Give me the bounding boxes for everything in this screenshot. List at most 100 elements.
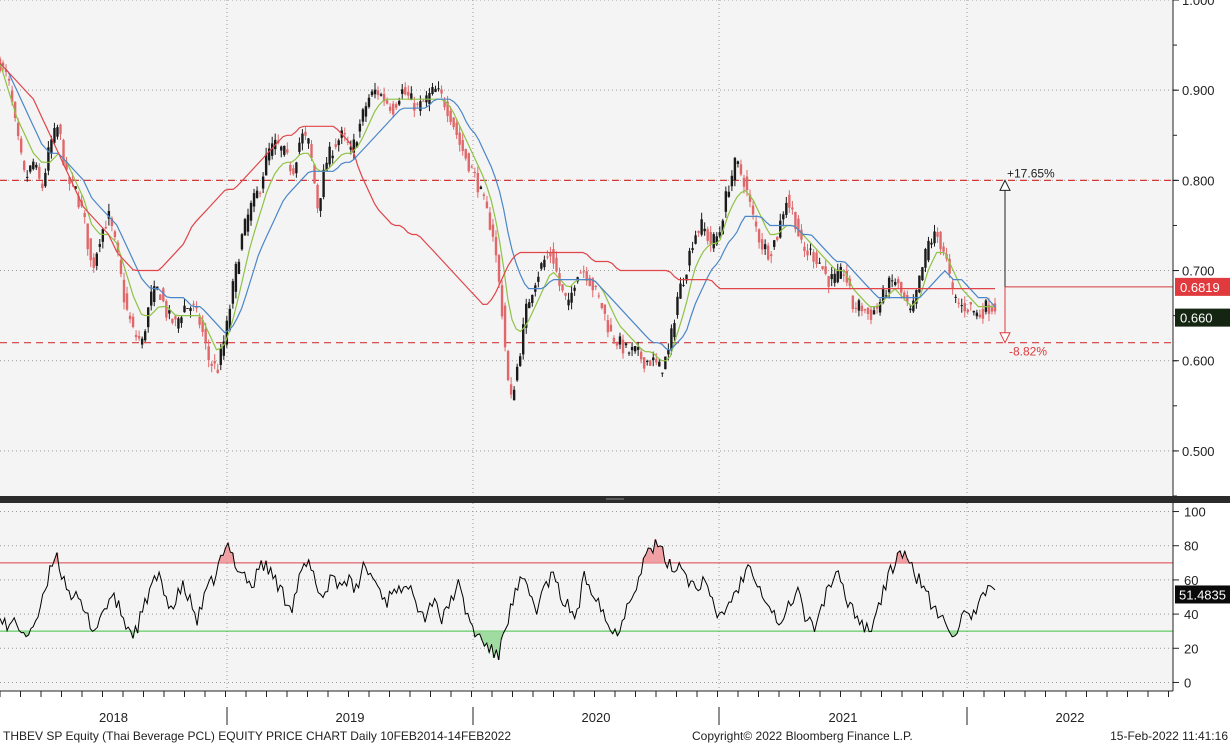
candle-body	[261, 176, 265, 189]
candle-body	[821, 266, 824, 270]
rsi-tick-label: 80	[1184, 539, 1198, 554]
candle-body	[162, 288, 165, 302]
candle-body	[770, 254, 773, 257]
candle-body	[319, 198, 322, 211]
candle-body	[364, 106, 368, 117]
candle-body	[751, 205, 755, 215]
candle-body	[394, 104, 398, 108]
candle-body	[449, 110, 452, 123]
price-axis-ticks: 1.000 0.900 0.800 0.700 0.600 0.500	[1173, 0, 1215, 497]
rsi-series	[0, 539, 1173, 661]
footer-timestamp: 15-Feb-2022 11:41:16	[1110, 729, 1228, 743]
candle-body	[691, 248, 694, 251]
price-tick-label: 0.500	[1182, 444, 1215, 459]
candle-body	[26, 176, 29, 178]
pane-splitter[interactable]	[0, 496, 1173, 503]
candle-body	[491, 224, 495, 237]
candle-body	[518, 356, 522, 366]
candle-body	[621, 339, 625, 354]
candle-body	[646, 360, 649, 362]
candle-body	[600, 303, 604, 309]
candle-body	[119, 260, 123, 275]
candle-body	[612, 337, 616, 342]
candle-body	[50, 139, 53, 154]
candle-body	[763, 244, 767, 250]
candle-body	[703, 228, 706, 232]
candle-body	[954, 296, 957, 298]
candle-body	[446, 101, 449, 117]
candle-body	[367, 97, 371, 107]
footer-bar	[0, 727, 1230, 744]
candle-body	[727, 191, 731, 197]
candle-body	[567, 299, 570, 306]
candle-body	[503, 305, 507, 348]
candle-body	[552, 249, 555, 264]
candle-body	[618, 336, 622, 345]
candle-body	[122, 279, 126, 303]
candle-body	[676, 296, 679, 316]
candle-body	[812, 252, 815, 262]
candle-body	[697, 230, 700, 233]
candle-body	[216, 369, 219, 373]
candle-body	[110, 218, 114, 226]
candle-body	[174, 316, 177, 320]
candle-body	[887, 277, 891, 293]
candle-body	[594, 286, 597, 288]
candle-body	[809, 248, 812, 250]
candle-body	[246, 214, 250, 232]
candle-body	[131, 316, 135, 327]
candle-body	[307, 138, 310, 144]
candle-body	[407, 91, 410, 96]
candle-body	[325, 162, 328, 172]
candle-body	[724, 191, 728, 212]
candle-body	[361, 109, 365, 122]
candle-body	[794, 211, 797, 230]
candle-body	[379, 94, 383, 96]
candle-body	[549, 252, 552, 257]
candle-body	[570, 292, 573, 303]
candle-body	[125, 293, 129, 310]
candle-body	[153, 286, 156, 302]
candle-body	[53, 127, 56, 143]
candle-body	[667, 349, 670, 355]
candle-body	[987, 304, 991, 314]
candle-body	[500, 285, 504, 317]
candle-body	[473, 172, 477, 174]
candle-body	[497, 255, 501, 282]
candle-body	[906, 295, 909, 302]
candle-body	[630, 346, 634, 351]
price-axis-background	[1173, 0, 1230, 496]
candle-body	[673, 323, 676, 338]
candle-body	[237, 261, 241, 274]
candle-body	[289, 164, 292, 172]
candle-body	[564, 292, 567, 296]
candle-body	[903, 292, 906, 298]
up-arrow-head	[999, 179, 1011, 191]
candle-body	[156, 286, 159, 290]
candle-body	[10, 90, 14, 103]
candle-body	[636, 347, 640, 350]
candle-body	[482, 194, 486, 197]
candle-body	[410, 93, 413, 100]
candle-body	[966, 309, 969, 312]
candle-body	[240, 234, 244, 250]
candle-body	[74, 186, 77, 189]
candle-body	[661, 372, 664, 374]
candle-body	[609, 324, 613, 332]
candle-body	[128, 315, 132, 320]
moving-averages	[0, 62, 996, 362]
candle-body	[512, 389, 516, 401]
candle-body	[19, 138, 23, 153]
candle-body	[528, 302, 531, 309]
candle-body	[388, 106, 392, 111]
candle-body	[270, 143, 274, 156]
candle-body	[331, 155, 334, 159]
candle-body	[582, 271, 585, 273]
candle-body	[760, 239, 764, 250]
candle-body	[869, 309, 873, 320]
footer-copyright: Copyright© 2022 Bloomberg Finance L.P.	[692, 729, 913, 743]
candle-body	[803, 246, 806, 252]
candle-body	[585, 271, 588, 281]
price-tick-label: 0.800	[1182, 173, 1215, 188]
candle-body	[546, 256, 549, 258]
